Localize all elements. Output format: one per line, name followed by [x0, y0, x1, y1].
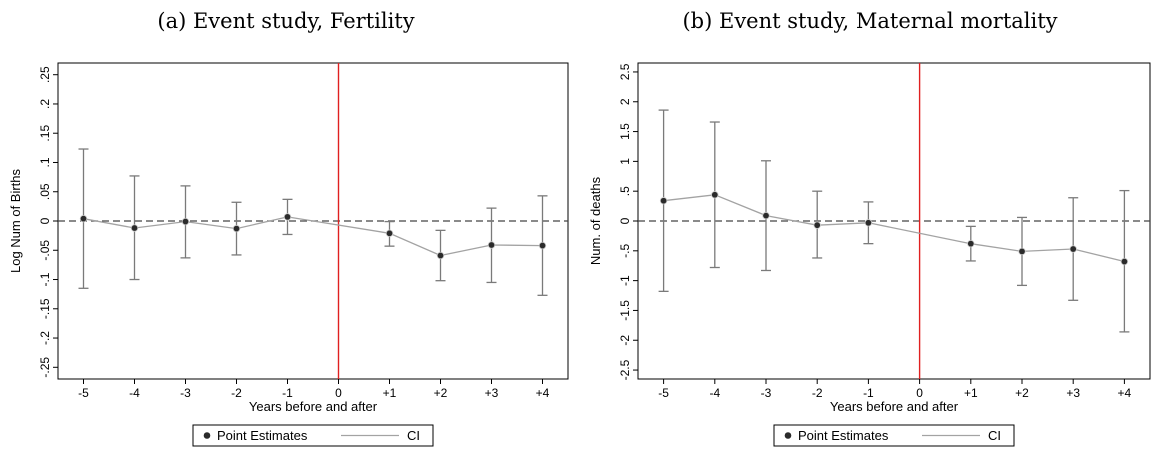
x-tick-label: +4 — [536, 386, 550, 400]
panel-maternal-mortality: (b) Event study, Maternal mortality -2.5-… — [580, 0, 1160, 457]
x-tick-label: +1 — [964, 386, 978, 400]
chart-maternal-mortality: (b) Event study, Maternal mortality-2.5-… — [588, 9, 1151, 447]
point-estimate — [181, 217, 190, 226]
point-estimate — [1018, 247, 1026, 256]
point-estimate — [762, 211, 770, 220]
x-tick-label: +2 — [434, 386, 448, 400]
point-estimate — [283, 213, 292, 221]
y-axis-label: Log Num of Births — [8, 168, 23, 273]
x-axis-label: Years before and after — [249, 399, 378, 414]
x-tick-label: -3 — [180, 386, 191, 400]
y-tick-label: 2.5 — [618, 63, 632, 80]
y-tick-label: -.1 — [38, 272, 52, 286]
y-tick-label: -1.5 — [618, 300, 632, 321]
point-estimate — [130, 224, 139, 232]
y-tick-label: -.2 — [38, 331, 52, 345]
legend-label-point-estimates: Point Estimates — [217, 428, 308, 443]
y-tick-label: -2.5 — [618, 359, 632, 380]
x-tick-label: +2 — [1015, 386, 1029, 400]
legend-label-point-estimates: Point Estimates — [798, 428, 889, 443]
legend-label-ci: CI — [407, 428, 420, 443]
estimate-connector-line — [663, 194, 1125, 263]
y-tick-label: -1 — [618, 275, 632, 286]
y-tick-label: -2 — [618, 335, 632, 346]
point-estimate — [659, 197, 668, 205]
x-tick-label: +3 — [1066, 386, 1080, 400]
point-estimate — [864, 219, 873, 227]
point-estimate — [436, 251, 445, 260]
x-tick-label: -5 — [658, 386, 669, 400]
x-tick-label: -1 — [282, 386, 293, 400]
y-tick-label: .25 — [38, 66, 52, 83]
y-tick-label: 1.5 — [618, 123, 632, 140]
y-tick-label: .15 — [38, 125, 52, 142]
panel-fertility: (a) Event study, Fertility -.25 -.2 -.15 -.1… — [0, 0, 580, 457]
y-tick-label: .2 — [38, 99, 52, 109]
point-estimate — [79, 214, 88, 223]
legend-marker-point-estimates — [203, 432, 211, 439]
y-tick-label: 0 — [38, 217, 52, 224]
x-tick-label: -4 — [129, 386, 140, 400]
y-tick-label: 2 — [618, 98, 632, 105]
x-tick-label: -3 — [761, 386, 772, 400]
x-tick-label: -2 — [812, 386, 823, 400]
x-tick-label: -2 — [231, 386, 242, 400]
legend: Point Estimates CI — [773, 424, 1015, 447]
point-estimate — [232, 224, 241, 233]
legend-box — [192, 424, 434, 447]
x-axis-label: Years before and after — [830, 399, 959, 414]
x-tick-label: +4 — [1118, 386, 1132, 400]
legend: Point Estimates CI — [192, 424, 434, 447]
x-tick-label: 0 — [916, 386, 923, 400]
point-estimate — [1069, 245, 1077, 253]
y-tick-label: .5 — [618, 186, 632, 196]
point-estimate — [487, 241, 496, 249]
y-tick-label: -.25 — [38, 357, 52, 378]
point-estimate — [1120, 257, 1129, 266]
legend-label-ci: CI — [988, 428, 1001, 443]
y-tick-label: -.15 — [38, 298, 52, 319]
x-tick-label: -4 — [709, 386, 720, 400]
y-tick-label: .1 — [38, 157, 52, 167]
x-tick-label: 0 — [335, 386, 342, 400]
y-tick-label: -.5 — [618, 243, 632, 257]
y-axis-label: Num. of deaths — [588, 176, 603, 265]
legend-box — [773, 424, 1015, 447]
y-tick-label: .05 — [38, 183, 52, 200]
point-estimate — [967, 239, 975, 248]
x-tick-label: +3 — [485, 386, 499, 400]
point-estimate — [538, 241, 547, 250]
y-tick-label: -.05 — [38, 240, 52, 261]
chart-fertility: (a) Event study, Fertility -.25 -.2 -.15 -.1… — [8, 9, 569, 447]
point-estimate — [385, 229, 394, 237]
x-tick-label: -5 — [78, 386, 89, 400]
y-tick-label: 1 — [618, 158, 632, 165]
legend-marker-point-estimates — [784, 432, 792, 439]
point-estimate — [813, 221, 821, 229]
chart-title: (a) Event study, Fertility — [157, 9, 414, 33]
x-tick-label: -1 — [863, 386, 874, 400]
y-tick-label: 0 — [618, 217, 632, 224]
x-tick-label: +1 — [383, 386, 397, 400]
estimate-connector-line — [83, 216, 543, 257]
point-estimate — [711, 191, 719, 199]
chart-title: (b) Event study, Maternal mortality — [682, 9, 1057, 33]
